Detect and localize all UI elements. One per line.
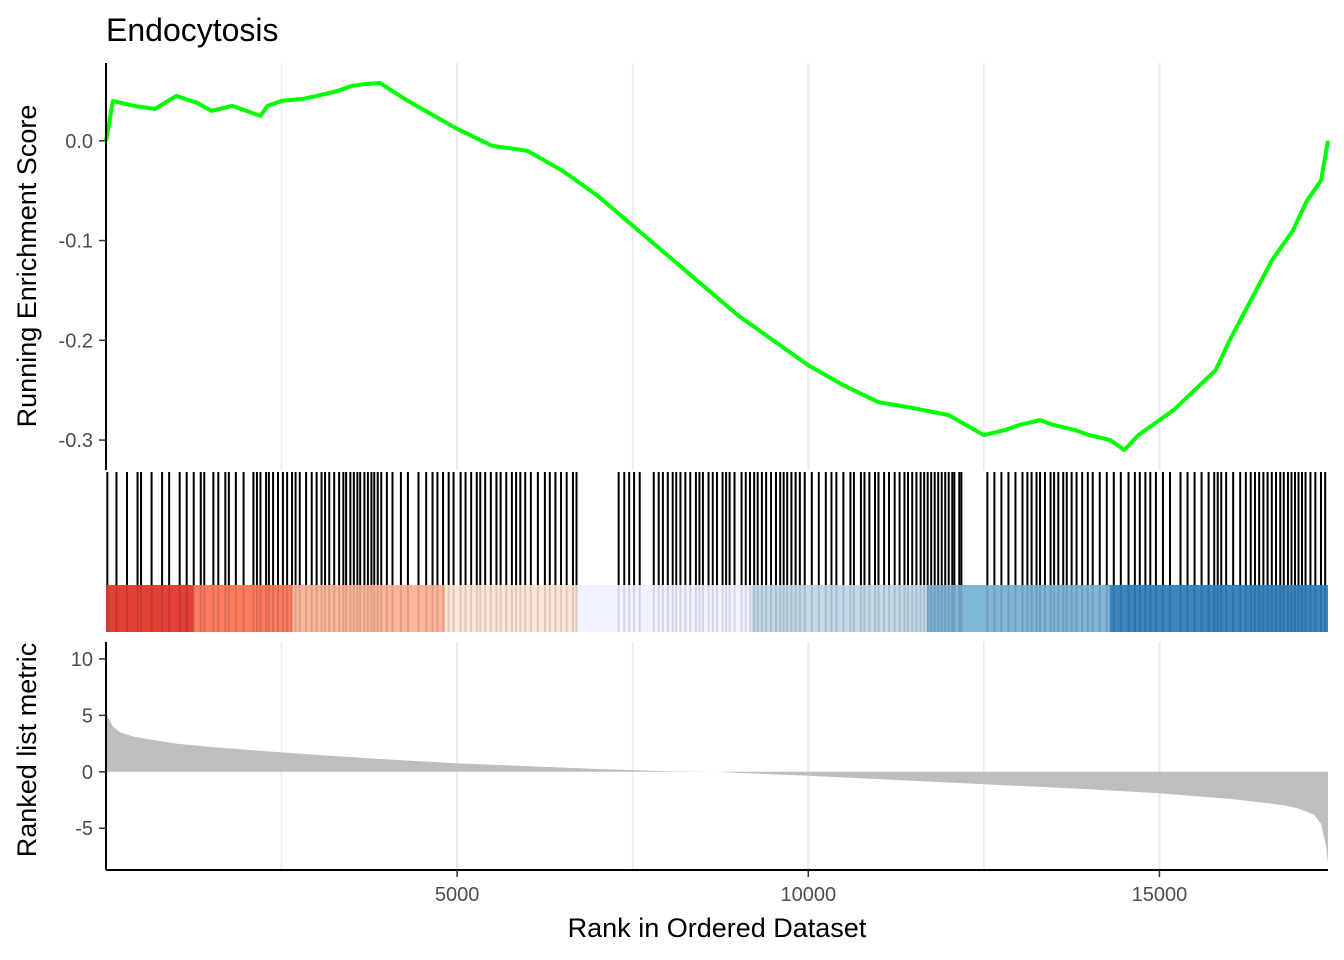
rank-band-segment [1109,585,1328,632]
rank-band-segment [751,585,927,632]
metric-y-axis-title: Ranked list metric [12,643,42,858]
enrichment-score-line [104,80,1330,453]
metric-y-tick-label: 5 [82,705,93,727]
metric-y-tick-label: 0 [82,762,93,784]
chart-title: Endocytosis [106,12,279,48]
rank-band-segment [292,585,446,632]
es-y-ticks: 0.0 -0.1 -0.2 -0.3 [59,131,106,452]
gene-hit-marks [106,472,1327,585]
rank-band-segment [445,585,578,632]
es-y-tick-label: -0.2 [59,330,93,352]
metric-y-tick-label: 10 [71,649,93,671]
x-tick-label: 5000 [435,884,480,906]
enrichment-score-series [104,80,1330,453]
rank-band-segment [926,585,1110,632]
es-y-tick-label: 0.0 [65,131,93,153]
axes [105,63,1328,871]
es-y-tick-label: -0.1 [59,231,93,253]
ranked-metric-fill [106,711,1328,864]
rank-band-segment [577,585,752,632]
metric-y-ticks: 10 5 0 -5 [71,649,106,840]
x-axis-title: Rank in Ordered Dataset [568,913,867,943]
rank-color-band [106,585,1328,632]
rank-band-segment [106,585,194,632]
ranked-metric-area [106,711,1328,864]
gridlines [280,63,1161,870]
es-y-tick-label: -0.3 [59,430,93,452]
x-tick-label: 15000 [1132,884,1188,906]
es-y-axis-title: Running Enrichment Score [12,105,42,428]
rank-band-segment [193,585,293,632]
x-tick-label: 10000 [780,884,836,906]
x-ticks: 5000 10000 15000 [435,870,1187,906]
metric-y-tick-label: -5 [75,818,93,840]
